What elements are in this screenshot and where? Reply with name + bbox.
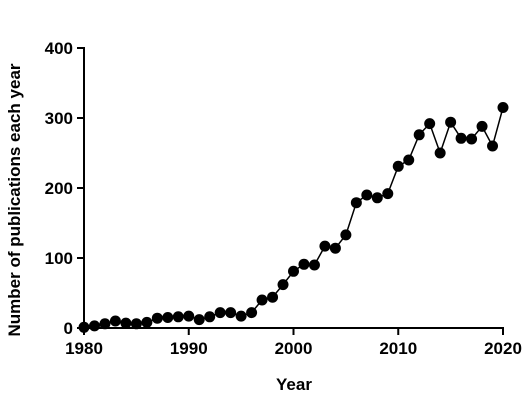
y-tick-label: 100 — [45, 249, 73, 268]
data-point — [78, 321, 90, 333]
x-axis-title: Year — [276, 375, 312, 394]
data-point — [109, 315, 121, 327]
data-point — [235, 310, 247, 322]
data-point — [193, 314, 205, 326]
data-point — [329, 242, 341, 254]
y-tick-label: 400 — [45, 39, 73, 58]
data-point — [434, 147, 446, 159]
data-point — [172, 311, 184, 323]
y-axis-title: Number of publications each year — [5, 63, 24, 336]
data-point — [476, 120, 488, 132]
data-point — [288, 265, 299, 277]
data-point — [319, 240, 331, 252]
data-point — [204, 311, 216, 323]
data-point — [361, 189, 373, 201]
data-point — [246, 307, 258, 319]
data-point — [392, 160, 404, 172]
x-tick-label: 2010 — [379, 339, 417, 358]
data-line — [83, 107, 504, 329]
data-point — [371, 192, 383, 204]
data-point — [350, 197, 362, 209]
data-point — [162, 312, 174, 323]
data-point — [424, 118, 436, 130]
data-point — [298, 258, 310, 270]
data-point — [445, 116, 457, 128]
data-point — [120, 317, 132, 329]
data-point — [214, 307, 226, 319]
data-point — [256, 294, 268, 306]
y-tick-label: 300 — [45, 109, 73, 128]
data-point — [183, 310, 195, 322]
data-point — [151, 312, 163, 324]
data-point — [267, 291, 279, 303]
data-point — [130, 318, 142, 330]
data-point — [99, 318, 111, 330]
y-tick-label: 200 — [45, 179, 73, 198]
data-point — [225, 307, 237, 319]
y-tick-label: 0 — [64, 319, 73, 338]
data-point — [455, 132, 467, 144]
data-point — [497, 102, 509, 113]
x-tick-label: 1980 — [65, 339, 103, 358]
data-point — [382, 188, 394, 200]
x-tick-label: 2000 — [275, 339, 313, 358]
data-point — [88, 320, 100, 332]
x-tick-label: 2020 — [484, 339, 522, 358]
x-tick-label: 1990 — [170, 339, 208, 358]
data-point — [413, 129, 425, 141]
data-point — [403, 154, 415, 166]
data-point — [308, 259, 320, 271]
data-point — [466, 133, 478, 145]
data-point — [487, 140, 499, 152]
data-point — [141, 316, 153, 328]
data-point — [277, 279, 289, 291]
data-point — [340, 229, 352, 241]
